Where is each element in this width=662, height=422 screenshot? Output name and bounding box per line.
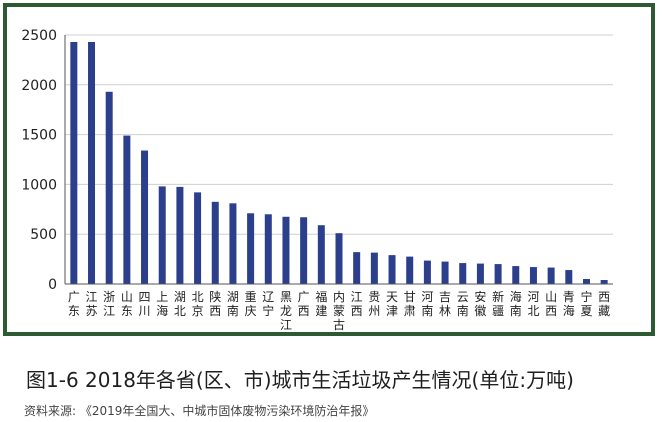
x-tick-label: 内蒙古 <box>333 290 345 332</box>
bar-西藏 <box>600 280 608 284</box>
bar-北京 <box>194 192 202 284</box>
y-tick-label: 1500 <box>21 128 57 144</box>
bar-湖北 <box>176 186 184 284</box>
bar-重庆 <box>247 213 255 284</box>
x-tick-label: 陕西 <box>209 289 221 318</box>
x-tick-label: 四川 <box>139 290 151 318</box>
y-tick-label: 2500 <box>21 28 57 44</box>
x-tick-label: 湖北 <box>174 289 186 318</box>
chart-frame: 0 500 1000 1500 2000 2500 广东 江苏 浙江 山东 四川 上海 湖北 北京 陕西湖… <box>3 3 655 336</box>
x-tick-label: 江西 <box>351 290 363 318</box>
bar-安徽 <box>476 263 484 284</box>
bar-吉林 <box>441 261 449 284</box>
bar-内蒙古 <box>335 233 343 284</box>
y-tick-label: 0 <box>48 277 57 293</box>
bar-山东 <box>123 135 131 284</box>
x-tick-label: 山东 <box>121 290 133 318</box>
x-tick-label: 西藏 <box>598 290 610 318</box>
x-tick-label: 江苏 <box>86 290 98 318</box>
bar-chart: 0 500 1000 1500 2000 2500 广东江苏浙江山东四川上海湖北北京陕西湖… <box>21 28 613 332</box>
bar-福建 <box>317 225 325 284</box>
bar-上海 <box>158 186 166 284</box>
x-tick-label: 新疆 <box>492 289 504 318</box>
bar-黑龙江 <box>282 216 290 284</box>
x-tick-label: 浙江 <box>103 290 115 318</box>
bar-新疆 <box>494 264 502 284</box>
y-tick-label: 1000 <box>21 177 57 193</box>
bar-广西 <box>300 217 308 284</box>
y-tick-label: 2000 <box>21 78 57 94</box>
bar-河南 <box>423 260 431 284</box>
bar-海南 <box>512 266 520 284</box>
x-tick-label: 海南 <box>510 289 522 318</box>
x-tick-label: 北京 <box>192 290 204 318</box>
x-tick-label: 辽宁 <box>262 290 274 318</box>
x-tick-label: 青海 <box>563 290 575 318</box>
bar-江苏 <box>88 41 96 284</box>
bar-河北 <box>529 267 537 284</box>
x-tick-label: 吉林 <box>439 290 451 318</box>
x-tick-label: 山西 <box>545 290 557 318</box>
bar-宁夏 <box>582 279 590 284</box>
y-tick-label: 500 <box>30 227 57 243</box>
x-tick-label: 甘肃 <box>404 290 416 318</box>
x-tick-label: 重庆 <box>245 290 257 318</box>
x-tick-label: 云南 <box>457 290 469 318</box>
bar-陕西 <box>211 201 219 284</box>
x-tick-label: 安徽 <box>474 289 486 318</box>
x-tick-label: 湖南 <box>227 289 239 318</box>
x-tick-label: 黑龙江 <box>280 290 292 332</box>
x-tick-label: 福建 <box>315 289 327 318</box>
x-tick-label: 上海 <box>156 290 168 318</box>
x-tick-label: 天津 <box>386 290 398 318</box>
figure-caption: 图1-6 2018年各省(区、市)城市生活垃圾产生情况(单位:万吨) <box>26 368 574 392</box>
x-tick-label: 河南 <box>421 290 433 318</box>
bar-甘肃 <box>406 256 414 284</box>
x-tick-label: 宁夏 <box>580 289 592 318</box>
bar-云南 <box>459 263 467 284</box>
bar-湖南 <box>229 203 237 284</box>
bar-四川 <box>141 150 149 284</box>
bar-广东 <box>70 41 78 284</box>
bar-贵州 <box>370 252 378 284</box>
x-tick-label: 河北 <box>527 290 539 318</box>
bar-浙江 <box>105 91 113 284</box>
source-note: 资料来源: 《2019年全国大、中城市固体废物污染环境防治年报》 <box>24 404 375 418</box>
bar-青海 <box>565 270 573 284</box>
x-tick-label: 广东 <box>68 290 80 318</box>
x-tick-label: 广西 <box>298 290 310 318</box>
x-tick-label: 贵州 <box>368 290 380 318</box>
bar-天津 <box>388 255 396 284</box>
bar-辽宁 <box>264 214 272 284</box>
bar-江西 <box>353 252 361 284</box>
bar-山西 <box>547 267 555 284</box>
